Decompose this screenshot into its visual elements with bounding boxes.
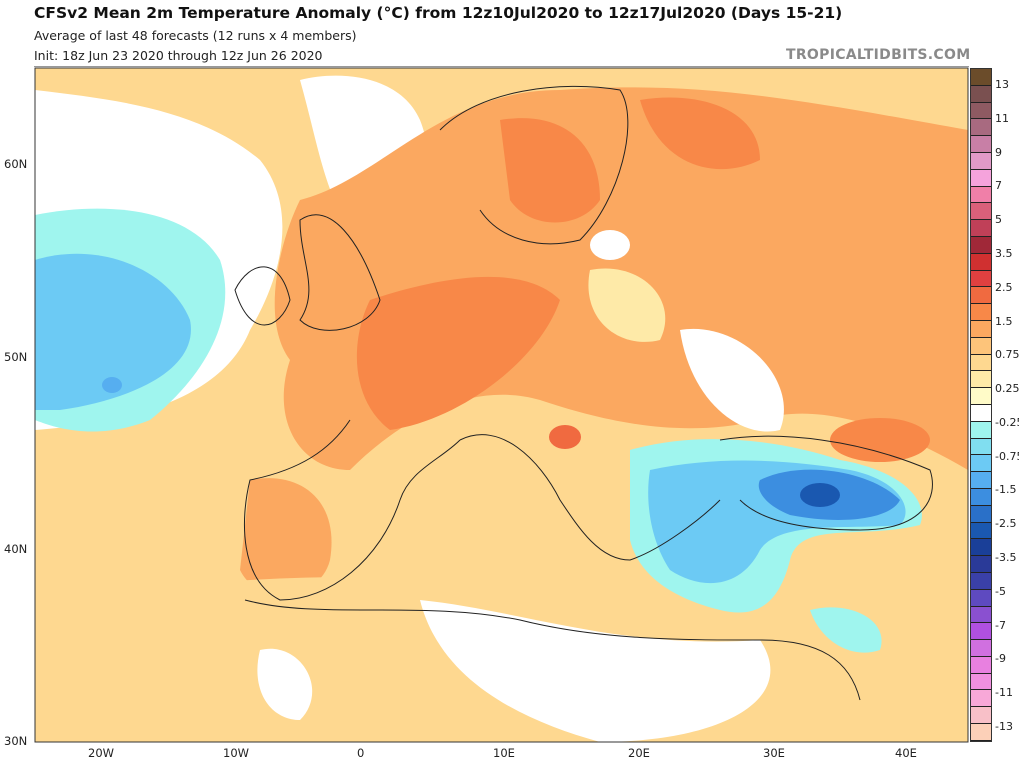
colorbar-segment [971, 707, 991, 725]
colorbar-label: -2.5 [995, 517, 1017, 531]
colorbar-segment [971, 220, 991, 237]
colorbar-segment [971, 287, 991, 305]
colorbar-segment [971, 320, 991, 338]
colorbar-label: 2.5 [995, 280, 1013, 294]
colorbar-label: -5 [995, 584, 1006, 598]
lat-label: 30N [4, 734, 28, 748]
map-title: CFSv2 Mean 2m Temperature Anomaly (°C) f… [34, 4, 843, 22]
hot-france-germany [356, 276, 560, 430]
lon-label: 20E [628, 746, 650, 760]
colorbar-label: -0.25 [995, 415, 1019, 429]
colorbar-segment [971, 421, 991, 439]
colorbar-segment [971, 656, 991, 674]
colorbar-segment [971, 539, 991, 557]
colorbar-label: 3.5 [995, 246, 1013, 260]
colorbar-segment [971, 253, 991, 271]
colorbar [970, 68, 992, 742]
colorbar-segment [971, 354, 991, 372]
colorbar-label: -11 [995, 686, 1013, 700]
colorbar-segment [971, 371, 991, 389]
lon-label: 0 [357, 746, 365, 760]
lon-label: 20W [88, 746, 115, 760]
colorbar-segment [971, 102, 991, 120]
colorbar-segment [971, 270, 991, 288]
map-subtitle: Average of last 48 forecasts (12 runs x … [34, 28, 357, 43]
colorbar-segment [971, 85, 991, 103]
colorbar-segment [971, 522, 991, 540]
colorbar-segment [971, 556, 991, 573]
colorbar-label: -1.5 [995, 483, 1017, 497]
brand-watermark: TROPICALTIDBITS.COM [786, 47, 971, 63]
colorbar-segment [971, 606, 991, 624]
colorbar-segment [971, 640, 991, 657]
lon-label: 40E [895, 746, 917, 760]
lat-label: 50N [4, 350, 28, 364]
neutral-mediterranean [420, 600, 771, 742]
cold-atlantic [35, 253, 191, 410]
colorbar-label: -13 [995, 720, 1013, 733]
colorbar-label: 0.75 [995, 348, 1019, 362]
colorbar-label: -9 [995, 652, 1006, 666]
colorbar-segment [971, 404, 991, 422]
colorbar-segment [971, 505, 991, 523]
colorbar-segment [971, 472, 991, 489]
colorbar-segment [971, 589, 991, 607]
colorbar-segment [971, 438, 991, 456]
colorbar-segment [971, 69, 991, 86]
colorbar-segment [971, 673, 991, 691]
colorbar-segment [971, 488, 991, 506]
colorbar-label: -3.5 [995, 551, 1017, 565]
colorbar-label: 9 [995, 145, 1002, 159]
colorbar-segment [971, 623, 991, 641]
colorbar-segment [971, 724, 991, 741]
colorbar-segment [971, 152, 991, 170]
colorbar-label: 7 [995, 179, 1002, 193]
coastlines [234, 85, 933, 701]
colorbar-label: -7 [995, 618, 1006, 632]
divider [34, 66, 969, 67]
colorbar-segment [971, 236, 991, 254]
init-time: Init: 18z Jun 23 2020 through 12z Jun 26… [34, 48, 323, 63]
colorbar-segment [971, 388, 991, 405]
colorbar-segment [971, 572, 991, 590]
colorbar-segment [971, 304, 991, 321]
colorbar-label: 0.25 [995, 382, 1019, 396]
colorbar-label: 5 [995, 213, 1002, 227]
colorbar-label: 13 [995, 78, 1009, 91]
colorbar-segment [971, 690, 991, 708]
colorbar-segment [971, 119, 991, 137]
lat-label: 60N [4, 157, 28, 171]
lon-label: 10E [493, 746, 515, 760]
lon-label: 10W [223, 746, 250, 760]
colorbar-segment [971, 186, 991, 204]
colorbar-label: -0.75 [995, 449, 1019, 463]
colorbar-segment [971, 455, 991, 473]
lon-label: 30E [763, 746, 785, 760]
colorbar-segment [971, 169, 991, 187]
lat-label: 40N [4, 542, 28, 556]
colorbar-label: 1.5 [995, 314, 1013, 328]
colorbar-segment [971, 337, 991, 355]
colorbar-segment [971, 203, 991, 221]
colorbar-segment [971, 136, 991, 153]
colorbar-label: 11 [995, 111, 1009, 125]
